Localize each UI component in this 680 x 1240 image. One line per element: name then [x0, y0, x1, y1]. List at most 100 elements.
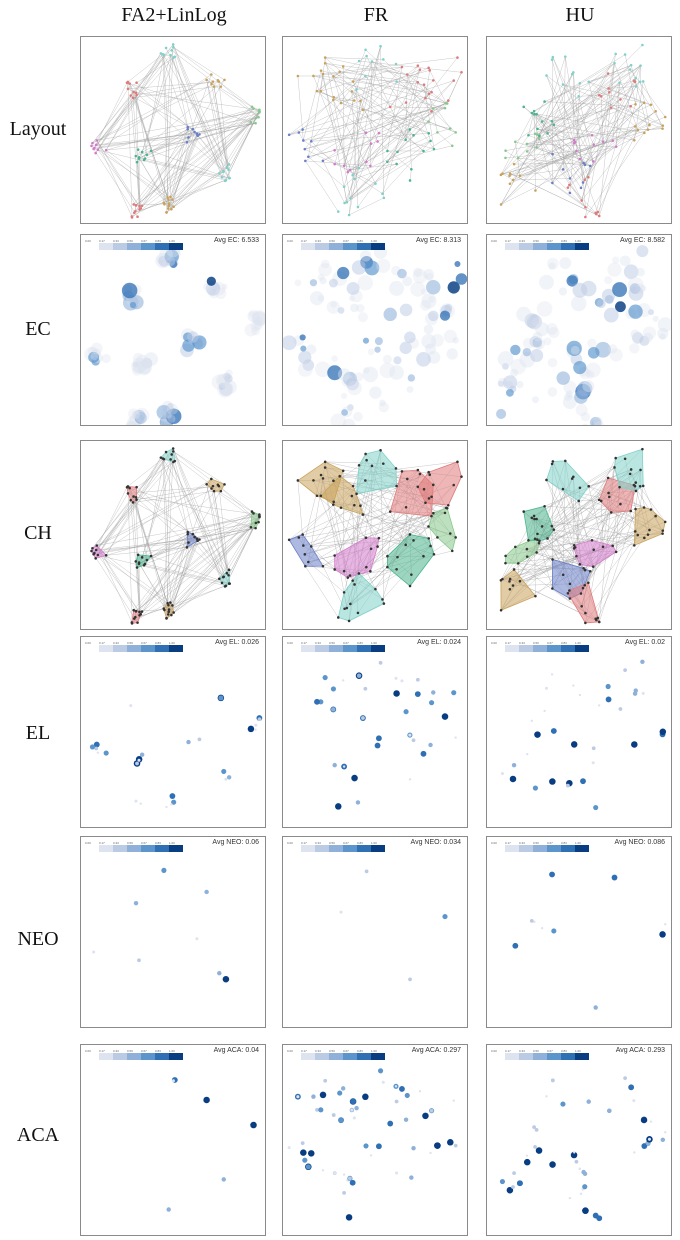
graph-node	[446, 99, 450, 102]
graph-edge	[129, 83, 134, 93]
graph-node	[130, 216, 134, 219]
graph-edge	[316, 90, 429, 134]
avg-ec-label: Avg EC: 6.533	[213, 237, 259, 244]
colorbar-tick: 0.17	[505, 841, 511, 845]
heat-blob	[607, 262, 622, 277]
graph-edge	[581, 165, 591, 201]
graph-edge	[173, 47, 260, 113]
graph-edge	[584, 111, 656, 165]
graph-node	[404, 543, 407, 547]
metric-dot	[338, 1117, 344, 1123]
graph-node	[90, 144, 93, 148]
graph-node	[449, 127, 452, 130]
graph-edge	[362, 109, 451, 129]
metric-dot	[618, 707, 623, 711]
graph-node	[408, 179, 412, 182]
graph-edge	[168, 111, 260, 207]
graph-edge	[187, 514, 260, 533]
graph-node	[410, 573, 413, 576]
graph-node	[546, 537, 549, 540]
metric-dot	[137, 758, 141, 762]
graph-node	[211, 484, 215, 488]
graph-edge	[349, 143, 372, 171]
graph-node	[302, 139, 305, 142]
metric-dot	[354, 1105, 359, 1111]
graph-node	[250, 105, 254, 109]
graph-node	[323, 56, 327, 59]
heat-blob	[531, 316, 542, 327]
graph-node	[297, 536, 301, 539]
colorbar-swatch	[575, 645, 589, 652]
colorbar-swatch	[287, 845, 301, 852]
heat-blob	[389, 365, 404, 380]
graph-node	[162, 201, 165, 205]
metric-dot	[400, 679, 404, 683]
heat-blob	[516, 306, 532, 322]
graph-edge	[130, 500, 193, 535]
colorbar-tick: 0.67	[141, 239, 147, 243]
panel-plot	[499, 1076, 667, 1222]
colorbar-swatch	[505, 243, 519, 250]
metric-dot	[572, 684, 575, 687]
graph-edge	[162, 458, 169, 615]
graph-node	[342, 569, 346, 573]
heat-blob	[326, 300, 340, 314]
graph-node	[223, 585, 227, 588]
graph-node	[351, 579, 354, 582]
metric-dot	[287, 1146, 291, 1150]
graph-node	[396, 150, 399, 154]
graph-edge	[526, 143, 553, 155]
heat-blob	[640, 285, 647, 292]
graph-edge	[599, 63, 615, 217]
graph-edge	[539, 135, 582, 201]
heat-blob	[330, 301, 338, 308]
panel-plot	[166, 1077, 257, 1212]
heat-blob	[341, 392, 348, 399]
metric-dot	[586, 1099, 591, 1104]
metric-dot	[454, 736, 457, 739]
metric-dot	[342, 765, 346, 768]
graph-node	[568, 582, 572, 586]
graph-node	[629, 468, 633, 471]
colorbar-swatch	[99, 845, 113, 852]
graph-node	[575, 149, 578, 153]
graph-edge	[171, 454, 214, 487]
colorbar-tick: 0.67	[547, 239, 553, 243]
metric-dot	[315, 1107, 319, 1112]
graph-node	[104, 554, 108, 557]
colorbar-tick: 0.67	[343, 841, 349, 845]
avg-el-label: Avg EL: 0.026	[215, 639, 259, 646]
graph-node	[185, 546, 189, 549]
graph-edge	[163, 459, 171, 609]
metric-dot	[247, 725, 255, 733]
graph-node	[386, 149, 389, 153]
graph-node	[587, 175, 590, 179]
graph-edge	[171, 50, 188, 128]
heat-blob	[399, 341, 412, 355]
colorbar-swatch	[519, 243, 533, 250]
heat-blob	[559, 257, 572, 269]
metric-dot	[134, 799, 138, 803]
colorbar-tick: 0.83	[561, 239, 567, 243]
graph-node	[633, 138, 636, 142]
graph-node	[297, 131, 301, 134]
heat-blob	[629, 343, 640, 354]
graph-edge	[588, 81, 645, 103]
graph-edge	[573, 65, 641, 144]
panel-neo-fr: 0.00 0.17 0.33 0.50 0.67 0.83 1.00 Avg NEO: 0.0…	[282, 836, 468, 1028]
graph-node	[95, 139, 99, 142]
graph-edge	[573, 72, 586, 208]
metric-dot	[431, 690, 436, 695]
colorbar-tick: 0.33	[315, 641, 321, 645]
graph-edge	[537, 65, 641, 135]
heat-blob	[346, 281, 360, 295]
heat-blob	[526, 314, 543, 330]
heat-blob	[90, 342, 103, 355]
graph-node	[429, 544, 432, 548]
graph-node	[212, 85, 216, 88]
graph-edge	[313, 75, 355, 180]
graph-edge	[163, 55, 171, 203]
graph-edge	[96, 140, 137, 206]
graph-node	[552, 123, 556, 127]
graph-node	[321, 564, 325, 568]
